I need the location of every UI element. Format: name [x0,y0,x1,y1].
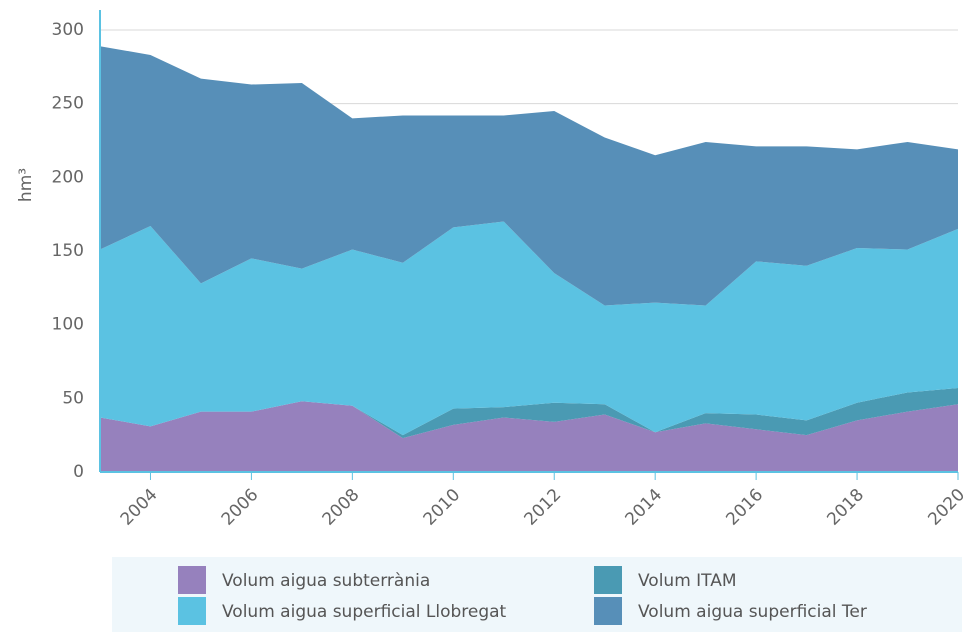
x-tick-label: 2010 [420,485,465,530]
area [100,401,958,472]
legend-label: Volum aigua superficial Llobregat [222,602,507,622]
x-tick-label: 2006 [218,485,263,530]
legend-label: Volum ITAM [638,571,737,591]
y-tick-label: 0 [73,462,84,482]
legend-swatch [178,597,206,625]
legend-swatch [594,566,622,594]
x-tick-label: 2020 [924,485,967,530]
legend-box [112,557,962,632]
area [100,46,958,306]
x-tick-label: 2014 [622,485,667,530]
x-tick-label: 2008 [319,485,364,530]
area [100,221,958,436]
y-tick-label: 150 [52,241,84,261]
legend-swatch [594,597,622,625]
legend-label: Volum aigua subterrània [222,571,430,591]
x-tick-label: 2016 [722,485,767,530]
y-axis-label: hm³ [16,168,36,202]
legend-swatch [178,566,206,594]
y-tick-label: 300 [52,20,84,40]
x-tick-label: 2012 [521,485,566,530]
y-tick-label: 200 [52,167,84,187]
x-tick-label: 2004 [117,485,162,530]
x-tick-label: 2018 [823,485,868,530]
legend-label: Volum aigua superficial Ter [638,602,867,622]
y-tick-label: 250 [52,94,84,114]
y-tick-label: 100 [52,315,84,335]
area [100,388,958,439]
y-tick-label: 50 [62,388,84,408]
